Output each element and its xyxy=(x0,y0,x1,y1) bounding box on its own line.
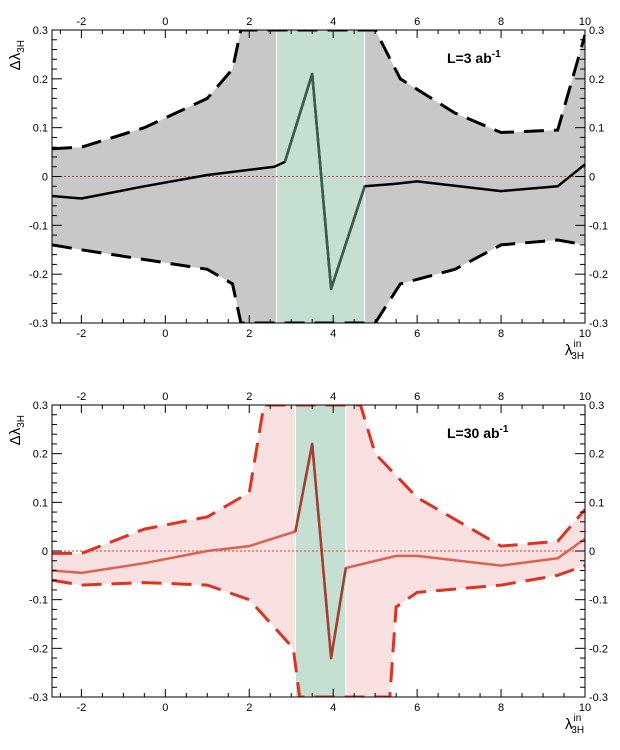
x-tick-label-bottom: 10 xyxy=(579,702,591,714)
x-tick-label-top: 0 xyxy=(162,16,168,28)
x-tick-label-top: -2 xyxy=(76,16,86,28)
y-tick-label-left: -0.1 xyxy=(29,595,48,607)
x-axis-label-sub: 3H xyxy=(571,351,584,362)
x-tick-label-bottom: -2 xyxy=(76,702,86,714)
central-line-highlight xyxy=(283,72,366,291)
upper-bound-line xyxy=(52,30,585,151)
y-tick-label-right: 0.1 xyxy=(589,497,604,509)
x-tick-label-bottom: 0 xyxy=(162,328,168,340)
luminosity-exponent: -1 xyxy=(500,424,509,435)
x-axis-label-sup: in xyxy=(574,339,582,350)
y-tick-label-right: -0.1 xyxy=(589,595,608,607)
y-axis-label-sub: 3H xyxy=(16,40,27,53)
x-axis-label-sub: 3H xyxy=(571,725,584,736)
luminosity-label: L=3 ab-1 xyxy=(447,49,501,66)
y-tick-label-left: 0.3 xyxy=(33,400,48,412)
x-tick-label-bottom: 6 xyxy=(414,702,420,714)
y-tick-label-left: -0.3 xyxy=(29,318,48,330)
y-tick-label-right: 0.2 xyxy=(589,449,604,461)
x-tick-label-bottom: 10 xyxy=(579,328,591,340)
y-tick-label-left: -0.2 xyxy=(29,643,48,655)
x-axis-label: λin 3H xyxy=(565,339,584,362)
luminosity-exponent: -1 xyxy=(492,49,501,60)
y-axis-label-sub: 3H xyxy=(16,415,27,428)
y-tick-label-right: 0.2 xyxy=(589,74,604,86)
lower-bound-line xyxy=(52,238,585,323)
x-tick-label-bottom: 4 xyxy=(330,328,336,340)
y-tick-label-left: 0 xyxy=(42,172,48,184)
y-tick-label-right: 0 xyxy=(589,546,595,558)
y-tick-label-right: 0.3 xyxy=(589,25,604,37)
y-tick-label-left: 0 xyxy=(42,546,48,558)
y-tick-label-right: -0.2 xyxy=(589,269,608,281)
y-tick-label-right: -0.2 xyxy=(589,643,608,655)
x-tick-label-top: 0 xyxy=(162,391,168,403)
y-tick-label-right: 0 xyxy=(589,172,595,184)
x-tick-label-bottom: -2 xyxy=(76,328,86,340)
x-tick-label-top: 10 xyxy=(579,16,591,28)
y-tick-label-right: -0.3 xyxy=(589,318,608,330)
x-tick-label-top: 4 xyxy=(330,16,336,28)
x-tick-label-bottom: 4 xyxy=(330,702,336,714)
plot-area xyxy=(52,405,585,697)
x-tick-label-top: 8 xyxy=(498,391,504,403)
x-tick-label-top: 10 xyxy=(579,391,591,403)
x-tick-label-bottom: 2 xyxy=(246,702,252,714)
y-tick-label-left: -0.2 xyxy=(29,269,48,281)
x-tick-label-top: 6 xyxy=(414,391,420,403)
y-tick-label-left: 0.3 xyxy=(33,25,48,37)
y-tick-label-left: 0.2 xyxy=(33,449,48,461)
x-tick-label-top: 8 xyxy=(498,16,504,28)
y-tick-label-right: -0.1 xyxy=(589,220,608,232)
y-tick-label-left: 0.2 xyxy=(33,74,48,86)
y-axis-label: Δλ3H xyxy=(7,40,27,70)
upper-bound-line xyxy=(52,405,585,555)
x-tick-label-top: 2 xyxy=(246,16,252,28)
y-tick-label-left: 0.1 xyxy=(33,497,48,509)
x-tick-label-top: 2 xyxy=(246,391,252,403)
y-tick-label-right: -0.3 xyxy=(589,692,608,704)
x-tick-label-top: -2 xyxy=(76,391,86,403)
x-tick-label-bottom: 8 xyxy=(498,702,504,714)
x-tick-label-bottom: 2 xyxy=(246,328,252,340)
y-tick-label-left: -0.1 xyxy=(29,220,48,232)
x-axis-label-sup: in xyxy=(574,713,582,724)
luminosity-label: L=30 ab-1 xyxy=(447,424,509,441)
y-axis-label: Δλ3H xyxy=(7,415,27,445)
x-tick-label-bottom: 0 xyxy=(162,702,168,714)
x-tick-label-bottom: 8 xyxy=(498,328,504,340)
x-tick-label-top: 4 xyxy=(330,391,336,403)
plot-area xyxy=(52,30,585,323)
lower-bound-line xyxy=(52,564,585,697)
y-tick-label-left: 0.1 xyxy=(33,123,48,135)
x-axis-label: λin 3H xyxy=(565,713,584,736)
central-line-highlight xyxy=(294,442,348,660)
y-tick-label-right: 0.1 xyxy=(589,123,604,135)
y-tick-label-left: -0.3 xyxy=(29,692,48,704)
x-tick-label-top: 6 xyxy=(414,16,420,28)
x-tick-label-bottom: 6 xyxy=(414,328,420,340)
y-tick-label-right: 0.3 xyxy=(589,400,604,412)
